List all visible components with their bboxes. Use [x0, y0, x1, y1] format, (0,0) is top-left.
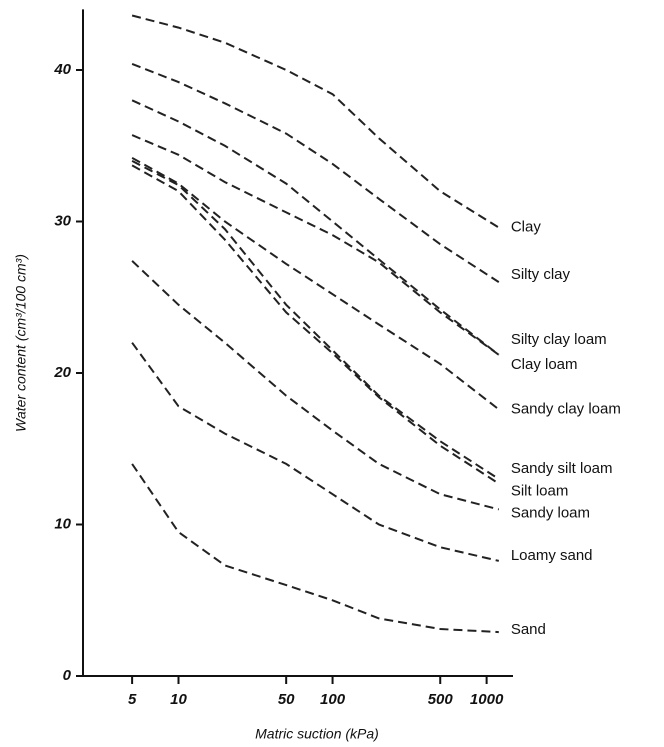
x-tick-label: 10 — [170, 691, 187, 708]
series-label: Sandy loam — [511, 504, 590, 521]
series-label: Sand — [511, 621, 546, 638]
y-axis-label: Water content (cm³/100 cm³) — [13, 254, 29, 432]
series-line — [131, 342, 500, 562]
series-label: Sandy clay loam — [511, 400, 621, 417]
y-tick-label: 10 — [54, 515, 71, 532]
x-axis-label: Matric suction (kPa) — [255, 726, 379, 742]
series-label: Clay loam — [511, 356, 578, 373]
series-line — [131, 463, 499, 634]
series-line — [131, 62, 500, 283]
x-tick-label: 5 — [128, 691, 137, 708]
series-line — [131, 14, 500, 229]
series-label: Silty clay — [511, 266, 571, 283]
series-label: Loamy sand — [511, 547, 593, 564]
x-tick-label: 100 — [320, 691, 346, 708]
y-tick-label: 30 — [54, 212, 71, 229]
series-line — [131, 157, 500, 411]
y-tick-label: 40 — [53, 61, 71, 78]
series-label: Silt loam — [511, 483, 569, 500]
series-line — [131, 164, 500, 485]
x-tick-label: 1000 — [470, 691, 504, 708]
series-label: Sandy silt loam — [511, 460, 613, 477]
y-tick-label: 20 — [53, 364, 71, 381]
series-line — [131, 99, 500, 356]
series-label: Silty clay loam — [511, 331, 607, 348]
series-line — [131, 160, 500, 480]
y-tick-label: 0 — [63, 667, 72, 684]
x-tick-label: 500 — [428, 691, 454, 708]
x-tick-label: 50 — [278, 691, 295, 708]
series-label: Clay — [511, 219, 542, 236]
series-line — [131, 134, 500, 356]
series-line — [131, 260, 500, 511]
